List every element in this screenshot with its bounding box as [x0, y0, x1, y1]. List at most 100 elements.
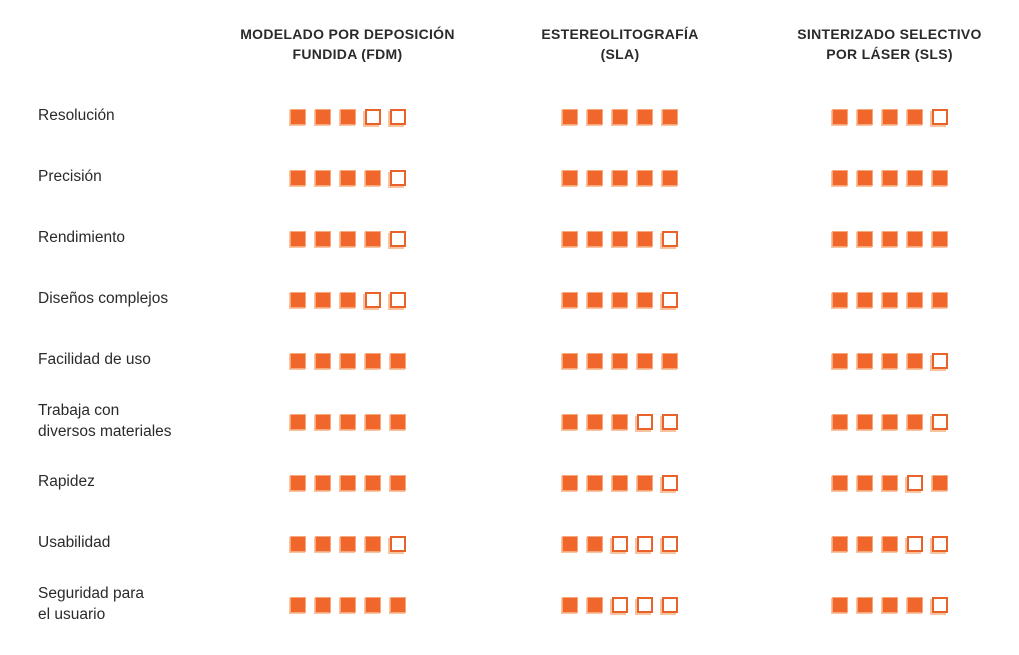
rating-cell-fdm-row-5 [215, 330, 480, 391]
empty-square-icon [364, 108, 381, 125]
filled-square-icon [587, 596, 603, 613]
filled-square-icon [906, 352, 923, 369]
empty-square-icon [906, 474, 923, 491]
filled-square-icon [931, 474, 948, 491]
empty-square-icon [662, 291, 678, 308]
empty-square-icon [389, 291, 406, 308]
filled-square-icon [562, 596, 578, 613]
filled-square-icon [389, 596, 406, 613]
rating-cell-sls-row-6 [760, 391, 1019, 452]
filled-square-icon [831, 413, 848, 430]
filled-square-icon [314, 474, 331, 491]
filled-square-icon [339, 291, 356, 308]
filled-square-icon [289, 108, 306, 125]
filled-square-icon [881, 535, 898, 552]
empty-square-icon [637, 413, 653, 430]
column-header-sla: ESTEREOLITOGRAFÍA (SLA) [541, 26, 699, 63]
filled-square-icon [856, 352, 873, 369]
filled-square-icon [831, 474, 848, 491]
filled-square-icon [289, 291, 306, 308]
filled-square-icon [856, 535, 873, 552]
rating-cell-fdm-row-8 [215, 513, 480, 574]
filled-square-icon [562, 535, 578, 552]
empty-square-icon [662, 413, 678, 430]
filled-square-icon [881, 596, 898, 613]
column-header-sls: SINTERIZADO SELECTIVO POR LÁSER (SLS) [797, 26, 982, 63]
rating-cell-sla-row-5 [480, 330, 760, 391]
row-label-6: Trabaja con diversos materiales [38, 402, 172, 440]
filled-square-icon [831, 596, 848, 613]
filled-square-icon [364, 596, 381, 613]
rating-cell-fdm-row-6 [215, 391, 480, 452]
filled-square-icon [314, 169, 331, 186]
filled-square-icon [881, 230, 898, 247]
filled-square-icon [314, 413, 331, 430]
filled-square-icon [881, 474, 898, 491]
filled-square-icon [562, 169, 578, 186]
filled-square-icon [289, 596, 306, 613]
filled-square-icon [364, 230, 381, 247]
filled-square-icon [612, 108, 628, 125]
empty-square-icon [389, 169, 406, 186]
header-spacer [0, 24, 215, 86]
row-label-1: Resolución [38, 107, 115, 125]
column-header-fdm: MODELADO POR DEPOSICIÓN FUNDIDA (FDM) [240, 26, 455, 63]
empty-square-icon [662, 596, 678, 613]
filled-square-icon [364, 352, 381, 369]
empty-square-icon [389, 108, 406, 125]
rating-cell-sls-row-8 [760, 513, 1019, 574]
filled-square-icon [637, 474, 653, 491]
filled-square-icon [856, 413, 873, 430]
rating-cell-fdm-row-4 [215, 269, 480, 330]
filled-square-icon [856, 474, 873, 491]
filled-square-icon [314, 230, 331, 247]
filled-square-icon [389, 352, 406, 369]
empty-square-icon [389, 535, 406, 552]
rating-cell-sla-row-8 [480, 513, 760, 574]
filled-square-icon [314, 108, 331, 125]
rating-cell-sla-row-9 [480, 574, 760, 635]
rating-cell-fdm-row-3 [215, 208, 480, 269]
rating-cell-sls-row-2 [760, 147, 1019, 208]
row-label-4: Diseños complejos [38, 290, 169, 308]
filled-square-icon [612, 352, 628, 369]
empty-square-icon [637, 535, 653, 552]
rating-cell-fdm-row-2 [215, 147, 480, 208]
rating-cell-sla-row-3 [480, 208, 760, 269]
filled-square-icon [587, 352, 603, 369]
filled-square-icon [562, 291, 578, 308]
filled-square-icon [587, 291, 603, 308]
filled-square-icon [562, 474, 578, 491]
filled-square-icon [587, 413, 603, 430]
filled-square-icon [289, 413, 306, 430]
rating-cell-sls-row-5 [760, 330, 1019, 391]
filled-square-icon [906, 169, 923, 186]
filled-square-icon [856, 596, 873, 613]
filled-square-icon [389, 413, 406, 430]
filled-square-icon [637, 108, 653, 125]
filled-square-icon [637, 291, 653, 308]
filled-square-icon [339, 413, 356, 430]
filled-square-icon [314, 535, 331, 552]
filled-square-icon [906, 413, 923, 430]
filled-square-icon [831, 291, 848, 308]
filled-square-icon [906, 108, 923, 125]
filled-square-icon [587, 535, 603, 552]
rating-cell-fdm-row-9 [215, 574, 480, 635]
filled-square-icon [831, 169, 848, 186]
rating-cell-sls-row-7 [760, 452, 1019, 513]
rating-cell-sls-row-4 [760, 269, 1019, 330]
filled-square-icon [906, 291, 923, 308]
empty-square-icon [906, 535, 923, 552]
filled-square-icon [881, 169, 898, 186]
filled-square-icon [662, 108, 678, 125]
row-label-2: Precisión [38, 168, 102, 186]
empty-square-icon [931, 596, 948, 613]
filled-square-icon [662, 169, 678, 186]
filled-square-icon [339, 352, 356, 369]
filled-square-icon [314, 596, 331, 613]
empty-square-icon [931, 535, 948, 552]
filled-square-icon [314, 352, 331, 369]
filled-square-icon [612, 230, 628, 247]
filled-square-icon [931, 291, 948, 308]
